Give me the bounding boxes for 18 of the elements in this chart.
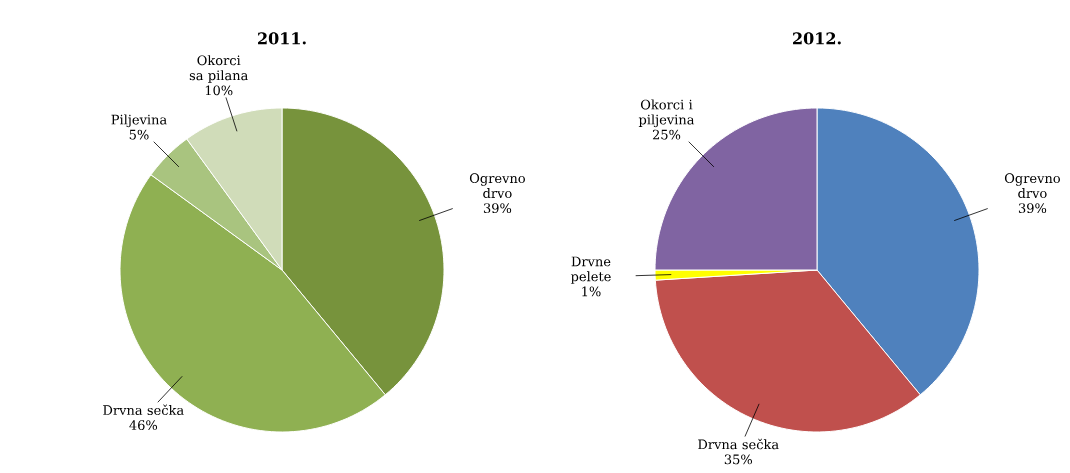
- data-label: 5%: [129, 129, 149, 140]
- slice-label: Ogrevno drvo: [1004, 173, 1060, 199]
- data-label: 10%: [205, 85, 233, 96]
- slice-label: Drvna sečka: [698, 438, 779, 450]
- data-label: 1%: [582, 286, 601, 297]
- chart-title: 2012.: [793, 32, 841, 45]
- slice-label: Okorci i piljevina: [638, 99, 695, 128]
- slice-label: Drvna sečka: [103, 404, 184, 416]
- slice-label: Drvne pelete: [570, 256, 611, 284]
- slice-label: Ogrevno drvo: [469, 173, 525, 199]
- slice-label: Okorci sa pilana: [189, 55, 248, 83]
- data-label: 39%: [483, 203, 512, 214]
- data-label: 39%: [1018, 203, 1047, 214]
- chart-title: 2011.: [258, 32, 306, 45]
- slice-label: Piljevina: [111, 114, 167, 128]
- data-label: 35%: [724, 454, 753, 465]
- data-label: 25%: [652, 129, 681, 140]
- data-label: 46%: [129, 420, 158, 431]
